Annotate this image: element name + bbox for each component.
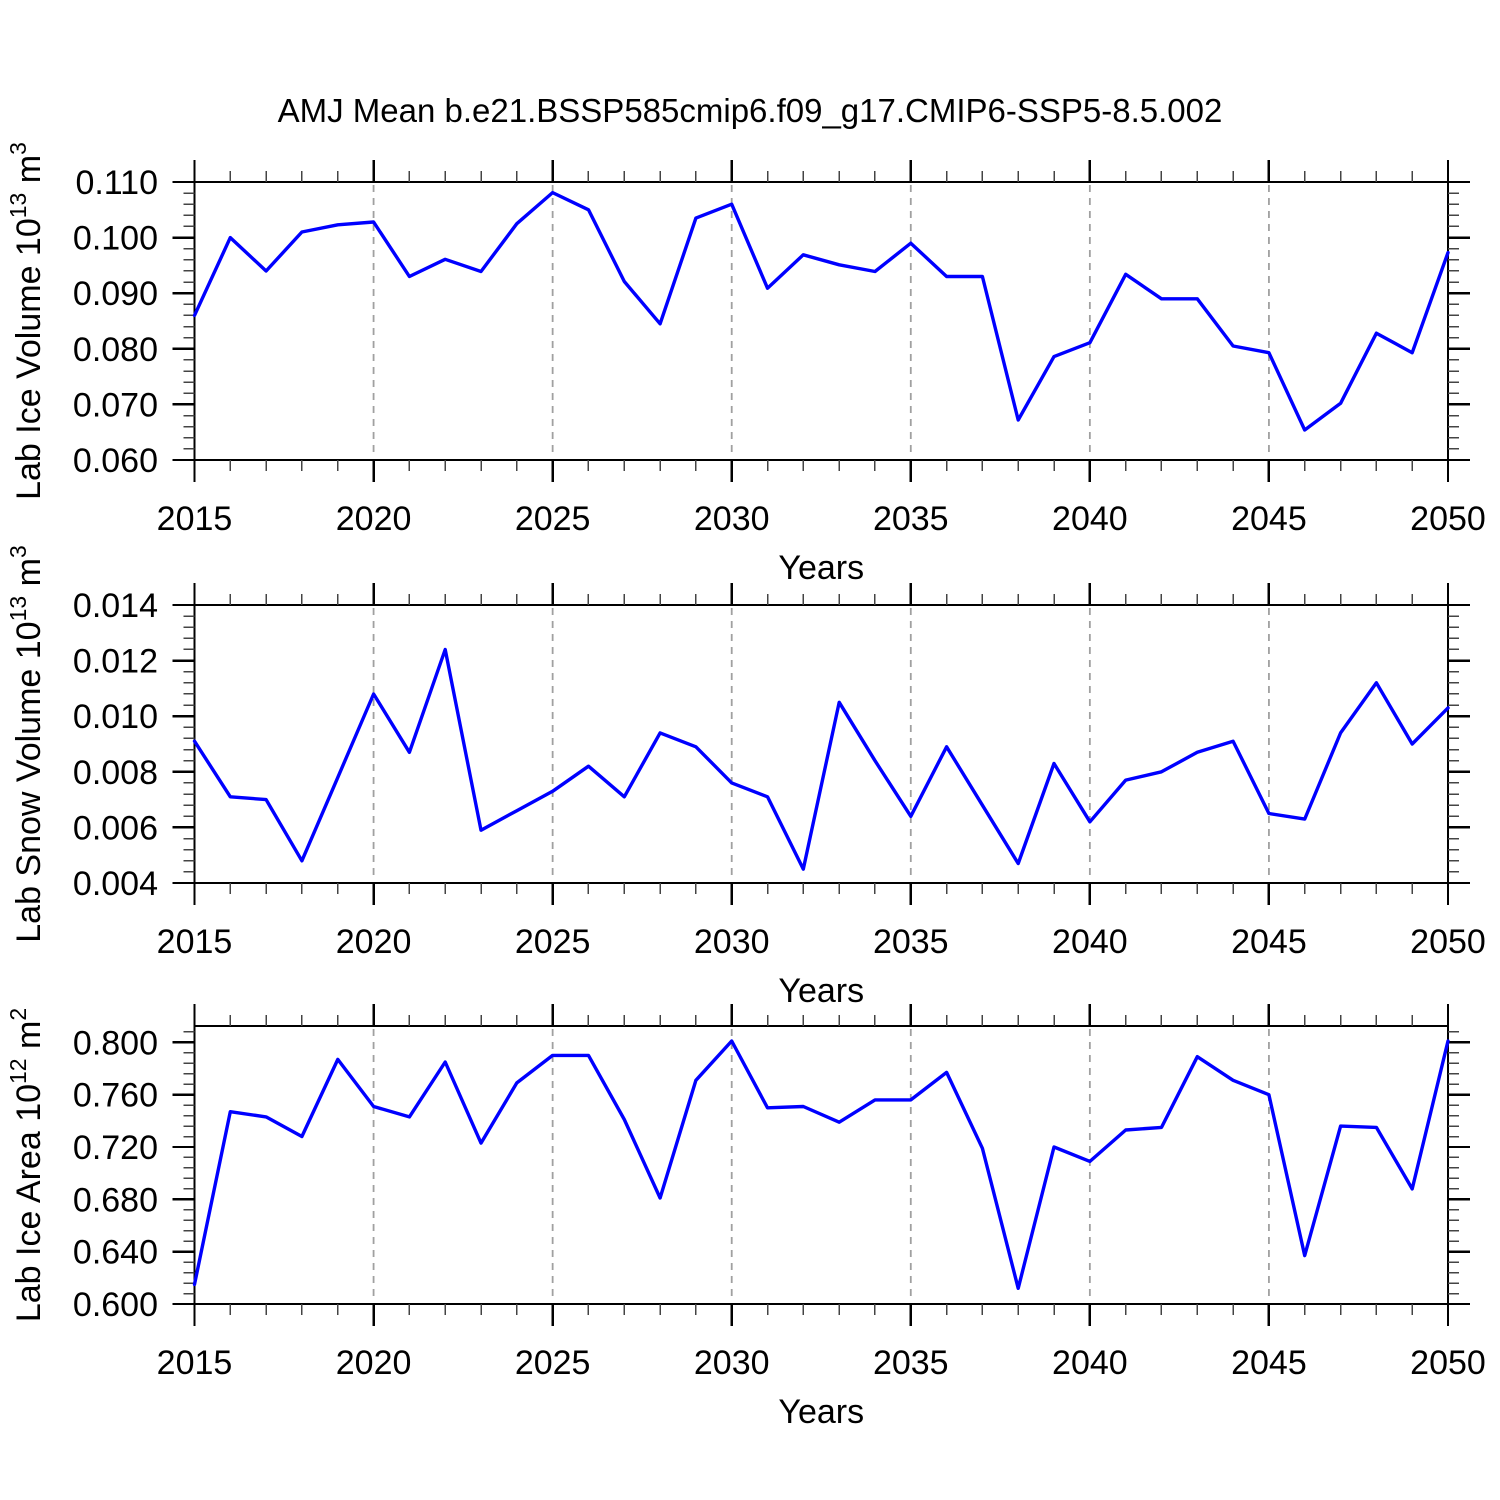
x-tick-label: 2040 <box>1052 500 1128 538</box>
panel-lab-snow-volume: 0.014 0.012 0.010 0.008 0.006 0.004 2015 2020 20… <box>5 545 1486 1010</box>
y-tick-label: 0.060 <box>73 442 158 480</box>
x-tick-label: 2025 <box>515 923 591 961</box>
x-tick-label: 2045 <box>1231 500 1307 538</box>
y-tick-label: 0.720 <box>73 1129 158 1167</box>
x-tick-label: 2050 <box>1410 923 1486 961</box>
x-tick-label: 2025 <box>515 500 591 538</box>
y-tick-label: 0.640 <box>73 1234 158 1272</box>
y-tick-label: 0.012 <box>73 643 158 681</box>
x-tick-label: 2020 <box>336 1344 412 1382</box>
x-tick-label: 2045 <box>1231 923 1307 961</box>
plot-frame <box>193 181 1449 461</box>
y-tick-label: 0.006 <box>73 809 158 847</box>
chart-title: AMJ Mean b.e21.BSSP585cmip6.f09_g17.CMIP… <box>277 92 1223 129</box>
x-tick-label: 2035 <box>873 500 949 538</box>
y-tick-label: 0.070 <box>73 386 158 424</box>
panel-lab-ice-area: 0.800 0.760 0.720 0.680 0.640 0.600 2015 2020 20… <box>5 1004 1486 1431</box>
x-tick-label: 2020 <box>336 923 412 961</box>
y-tick-label: 0.010 <box>73 698 158 736</box>
y-axis-title: Lab Ice Area 1012 m2 <box>5 1008 48 1322</box>
plot-frame <box>193 1025 1449 1305</box>
x-axis-title: Years <box>778 549 864 587</box>
x-tick-label: 2030 <box>694 923 770 961</box>
x-axis-title: Years <box>778 1393 864 1431</box>
x-tick-label: 2015 <box>157 923 233 961</box>
y-tick-label: 0.100 <box>73 220 158 258</box>
y-tick-label: 0.004 <box>73 865 158 903</box>
x-tick-label: 2030 <box>694 1344 770 1382</box>
plot-frame <box>193 604 1449 884</box>
y-axis-title: Lab Ice Volume 1013 m3 <box>5 142 48 500</box>
x-tick-label: 2015 <box>157 500 233 538</box>
y-tick-label: 0.110 <box>75 164 158 202</box>
data-line <box>192 1039 1450 1291</box>
x-tick-label: 2030 <box>694 500 770 538</box>
y-tick-label: 0.080 <box>73 331 158 369</box>
y-tick-label: 0.760 <box>73 1077 158 1115</box>
x-tick-label: 2015 <box>157 1344 233 1382</box>
y-tick-label: 0.008 <box>73 754 158 792</box>
x-axis-title: Years <box>778 972 864 1010</box>
y-tick-label: 0.014 <box>73 587 158 625</box>
x-tick-label: 2045 <box>1231 1344 1307 1382</box>
y-tick-label: 0.090 <box>73 275 158 313</box>
x-tick-label: 2050 <box>1410 500 1486 538</box>
panel-lab-ice-volume: 0.110 0.100 0.090 0.080 0.070 0.060 2015 2020 20… <box>5 142 1486 587</box>
y-tick-label: 0.680 <box>73 1181 158 1219</box>
x-tick-label: 2040 <box>1052 923 1128 961</box>
x-tick-label: 2025 <box>515 1344 591 1382</box>
data-line <box>192 190 1450 432</box>
y-axis-title: Lab Snow Volume 1013 m3 <box>5 545 48 943</box>
x-tick-label: 2040 <box>1052 1344 1128 1382</box>
data-line <box>192 647 1450 871</box>
y-tick-label: 0.800 <box>73 1024 158 1062</box>
x-tick-label: 2020 <box>336 500 412 538</box>
x-tick-label: 2050 <box>1410 1344 1486 1382</box>
x-tick-label: 2035 <box>873 923 949 961</box>
x-tick-label: 2035 <box>873 1344 949 1382</box>
y-tick-label: 0.600 <box>73 1286 158 1324</box>
